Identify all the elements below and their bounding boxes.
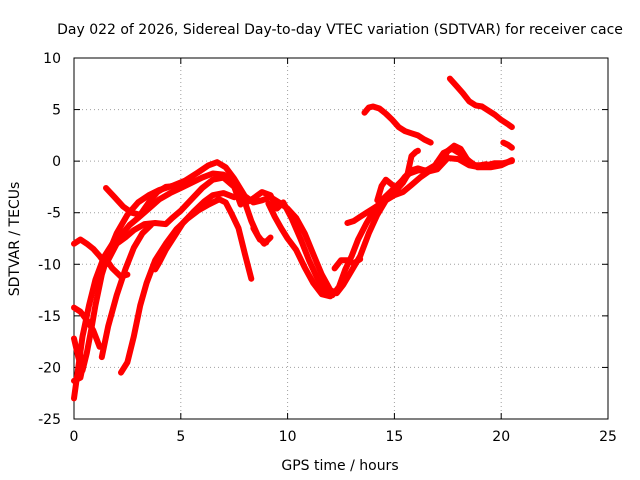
y-tick-label: -20 — [38, 360, 61, 376]
grid — [74, 58, 608, 419]
series-track-6 — [98, 222, 154, 361]
y-tick-label: -5 — [47, 206, 61, 222]
x-tick-label: 25 — [599, 429, 617, 445]
series-track-10 — [103, 182, 180, 218]
data-series — [71, 75, 515, 402]
y-tick-label: -25 — [38, 412, 61, 428]
series-track-19 — [446, 75, 515, 131]
y-tick-label: 10 — [43, 51, 61, 67]
x-tick-label: 0 — [70, 429, 79, 445]
y-tick-label: -15 — [38, 309, 61, 325]
series-track-5 — [71, 174, 244, 268]
series-track-9 — [103, 256, 131, 280]
y-axis-label: SDTVAR / TECUs — [7, 182, 23, 297]
series-track-8 — [152, 190, 238, 273]
y-tick-label: 5 — [52, 103, 61, 119]
series-track-18 — [432, 142, 490, 171]
plot-frame — [73, 57, 609, 420]
x-tick-label: 10 — [279, 429, 297, 445]
series-track-2 — [71, 304, 103, 350]
axes: 0 5 10 15 20 25 -25 -20 -15 -10 -5 0 5 10 — [38, 51, 617, 445]
series-track-4 — [71, 354, 88, 384]
series-track-12 — [265, 200, 334, 300]
chart-title: Day 022 of 2026, Sidereal Day-to-day VTE… — [57, 22, 623, 38]
series-track-16 — [374, 147, 421, 204]
series-track-15 — [344, 163, 441, 226]
series-track-17 — [361, 103, 434, 146]
x-tick-label: 15 — [385, 429, 403, 445]
x-tick-label: 20 — [492, 429, 510, 445]
y-tick-label: 0 — [52, 154, 61, 170]
y-tick-label: -10 — [38, 257, 61, 273]
series-track-13 — [250, 225, 270, 246]
x-tick-label: 5 — [176, 429, 185, 445]
x-axis-label: GPS time / hours — [281, 458, 398, 474]
series-track-20 — [500, 139, 515, 151]
series-track-14 — [331, 256, 364, 272]
